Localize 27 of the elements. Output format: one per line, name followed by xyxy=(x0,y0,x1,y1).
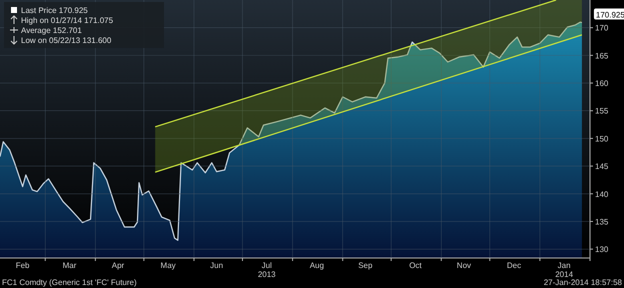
x-tick-label: Jul 2013 xyxy=(258,261,276,279)
x-tick-label: May xyxy=(160,261,176,270)
x-tick-label: Nov xyxy=(456,261,472,270)
x-tick-label: Feb xyxy=(16,261,30,270)
y-tick-label: 150 xyxy=(595,134,609,144)
y-tick-label: 145 xyxy=(595,162,609,172)
annotation: Average 152.701 xyxy=(21,26,82,35)
x-tick-label: Mar xyxy=(62,261,77,270)
annotation: Low on 05/22/13 131.600 xyxy=(21,36,112,45)
x-tick-label: Jan 2014 xyxy=(555,261,574,279)
y-tick-label: 140 xyxy=(595,190,609,199)
x-tick-label: Sep xyxy=(358,261,373,270)
y-tick-label: 165 xyxy=(595,51,609,60)
annotation: High on 01/27/14 171.075 xyxy=(21,16,114,25)
y-tick-label: 135 xyxy=(595,217,609,226)
x-tick-label: Jun xyxy=(210,261,224,270)
y-tick-label: 130 xyxy=(595,245,609,254)
text: FC1 Comdty (Generic 1st 'FC' Future) xyxy=(2,278,137,287)
y-tick-label: 155 xyxy=(595,106,609,116)
x-tick-label: Dec xyxy=(506,261,522,270)
text: 27-Jan-2014 18:57:58 xyxy=(544,278,623,287)
x-tick-label: Oct xyxy=(409,261,422,270)
y-tick-label: 160 xyxy=(595,79,609,88)
y-tick-label: 170 xyxy=(595,24,609,33)
annotation: Last Price 170.925 xyxy=(21,6,88,15)
x-tick-label: Aug xyxy=(310,261,324,270)
x-tick-label: Apr xyxy=(112,261,125,270)
